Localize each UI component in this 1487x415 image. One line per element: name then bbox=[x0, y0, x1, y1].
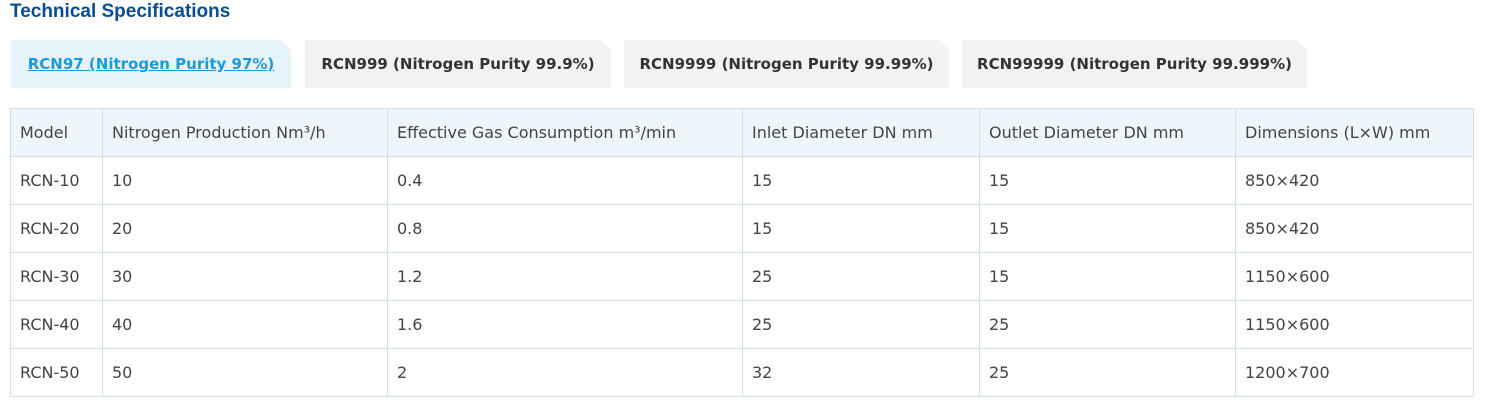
table-cell: 1150×600 bbox=[1235, 300, 1474, 349]
table-cell: 1200×700 bbox=[1235, 348, 1474, 397]
table-cell: 0.4 bbox=[387, 156, 743, 205]
table-cell: 850×420 bbox=[1235, 204, 1474, 253]
tab[interactable]: RCN97 (Nitrogen Purity 97%) bbox=[11, 40, 291, 88]
table-cell: 25 bbox=[742, 252, 980, 301]
table-row: RCN-50 50 2 32 25 1200×700 bbox=[10, 348, 1474, 397]
column-header: Nitrogen Production Nm³/h bbox=[102, 108, 388, 157]
table-cell: RCN-20 bbox=[10, 204, 103, 253]
column-header: Model bbox=[10, 108, 103, 157]
table-cell: 1.2 bbox=[387, 252, 743, 301]
table-cell: RCN-40 bbox=[10, 300, 103, 349]
table-cell: RCN-10 bbox=[10, 156, 103, 205]
table-cell: 15 bbox=[979, 204, 1236, 253]
tab[interactable]: RCN999 (Nitrogen Purity 99.9%) bbox=[305, 40, 611, 88]
section-title: Technical Specifications bbox=[10, 1, 231, 22]
column-header: Dimensions (L×W) mm bbox=[1235, 108, 1474, 157]
table-cell: RCN-50 bbox=[10, 348, 103, 397]
table-row: RCN-20 20 0.8 15 15 850×420 bbox=[10, 204, 1474, 253]
table-row: RCN-30 30 1.2 25 15 1150×600 bbox=[10, 252, 1474, 301]
table-cell: 32 bbox=[742, 348, 980, 397]
table-row: RCN-10 10 0.4 15 15 850×420 bbox=[10, 156, 1474, 205]
column-header: Effective Gas Consumption m³/min bbox=[387, 108, 743, 157]
table-cell: 1.6 bbox=[387, 300, 743, 349]
table-cell: 15 bbox=[742, 156, 980, 205]
table-cell: 25 bbox=[979, 348, 1236, 397]
table-cell: 10 bbox=[102, 156, 388, 205]
table-cell: 1150×600 bbox=[1235, 252, 1474, 301]
tab[interactable]: RCN9999 (Nitrogen Purity 99.99%) bbox=[624, 40, 949, 88]
spec-table: Model Nitrogen Production Nm³/h Effective … bbox=[10, 108, 1474, 397]
table-row: RCN-40 40 1.6 25 25 1150×600 bbox=[10, 300, 1474, 349]
table-cell: 30 bbox=[102, 252, 388, 301]
column-header: Inlet Diameter DN mm bbox=[742, 108, 980, 157]
table-cell: 20 bbox=[102, 204, 388, 253]
table-cell: 40 bbox=[102, 300, 388, 349]
table-cell: 25 bbox=[742, 300, 980, 349]
table-cell: RCN-30 bbox=[10, 252, 103, 301]
table-cell: 850×420 bbox=[1235, 156, 1474, 205]
table-cell: 15 bbox=[979, 156, 1236, 205]
tab[interactable]: RCN99999 (Nitrogen Purity 99.999%) bbox=[962, 40, 1307, 88]
table-cell: 15 bbox=[979, 252, 1236, 301]
header-row: Model Nitrogen Production Nm³/h Effective … bbox=[10, 108, 1474, 157]
table-cell: 2 bbox=[387, 348, 743, 397]
column-header: Outlet Diameter DN mm bbox=[979, 108, 1236, 157]
table-cell: 15 bbox=[742, 204, 980, 253]
table-cell: 0.8 bbox=[387, 204, 743, 253]
table-body: RCN-10 10 0.4 15 15 850×420 RCN-20 20 0.8 15 15 850… bbox=[10, 156, 1474, 397]
table-cell: 50 bbox=[102, 348, 388, 397]
table-cell: 25 bbox=[979, 300, 1236, 349]
